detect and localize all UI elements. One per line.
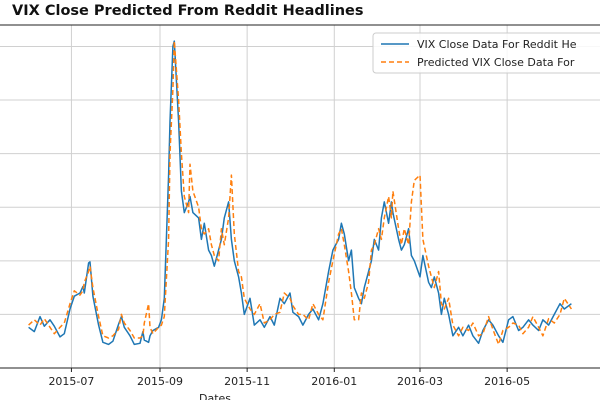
axes — [0, 24, 600, 369]
x-axis-label: Dates — [199, 392, 231, 400]
x-tick-label: 2016-01 — [311, 375, 357, 388]
legend-box — [372, 32, 600, 74]
x-tick-label: 2015-11 — [224, 375, 270, 388]
legend-label-actual: VIX Close Data For Reddit He — [417, 38, 577, 51]
series-line-predicted — [28, 40, 573, 346]
legend: VIX Close Data For Reddit He Predicted V… — [372, 32, 600, 74]
series-layer — [28, 40, 573, 346]
x-tick-label: 2015-09 — [137, 375, 183, 388]
x-tick-label: 2016-05 — [484, 375, 530, 388]
x-tick-label: 2016-03 — [397, 375, 443, 388]
x-tick-label: 2015-07 — [48, 375, 94, 388]
chart-title: VIX Close Predicted From Reddit Headline… — [12, 3, 364, 19]
plot-area — [0, 25, 600, 368]
legend-label-predicted: Predicted VIX Close Data For — [417, 56, 575, 69]
x-ticks: 2015-07 2015-09 2015-11 2016-01 2016-03 2016-… — [48, 368, 530, 388]
series-line-actual — [28, 40, 572, 346]
